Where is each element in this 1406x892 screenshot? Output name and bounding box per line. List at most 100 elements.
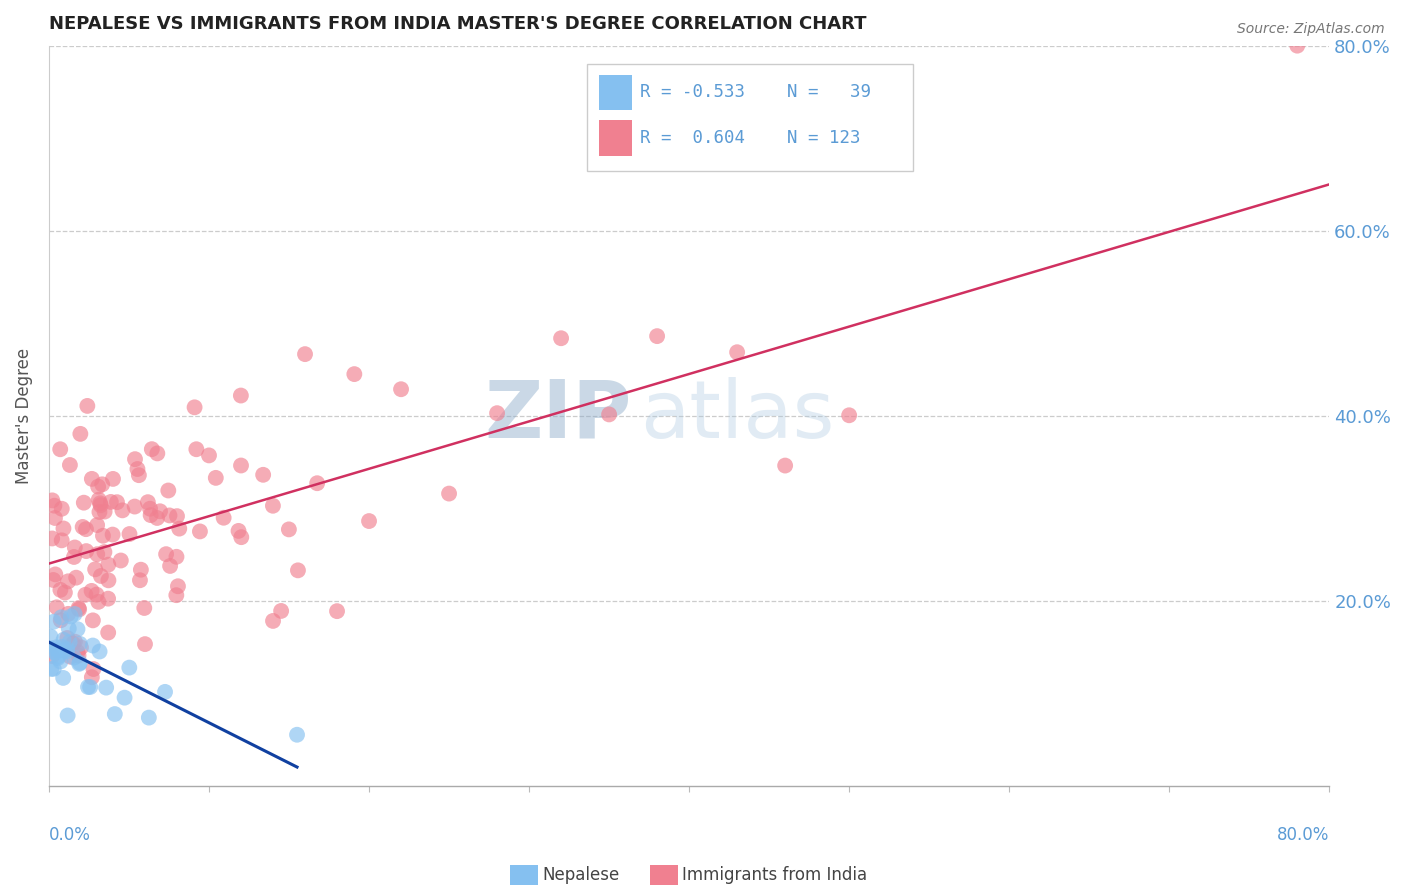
Point bbox=[45, 640, 67, 655]
Point bbox=[56, 574, 79, 589]
Point bbox=[153, 685, 176, 699]
Point bbox=[437, 486, 460, 500]
FancyBboxPatch shape bbox=[599, 75, 631, 110]
Point bbox=[97, 625, 120, 640]
Point bbox=[97, 574, 120, 588]
Point bbox=[141, 442, 163, 457]
Point bbox=[124, 500, 146, 514]
Point bbox=[79, 680, 101, 694]
Point bbox=[277, 522, 299, 536]
Point bbox=[56, 708, 79, 723]
Point bbox=[52, 632, 75, 647]
Point bbox=[93, 505, 115, 519]
Point bbox=[65, 571, 87, 585]
Point bbox=[111, 503, 134, 517]
Point bbox=[725, 345, 748, 359]
Point bbox=[42, 573, 65, 587]
Point bbox=[69, 637, 91, 651]
Point bbox=[56, 631, 79, 645]
Point bbox=[44, 567, 66, 582]
Point bbox=[80, 670, 103, 684]
Point bbox=[285, 728, 308, 742]
Text: NEPALESE VS IMMIGRANTS FROM INDIA MASTER'S DEGREE CORRELATION CHART: NEPALESE VS IMMIGRANTS FROM INDIA MASTER… bbox=[49, 15, 866, 33]
Point bbox=[157, 483, 180, 498]
Point bbox=[63, 650, 86, 665]
Point bbox=[204, 471, 226, 485]
Point bbox=[39, 641, 62, 656]
Point bbox=[75, 522, 97, 536]
Point bbox=[87, 480, 110, 494]
Point bbox=[73, 496, 96, 510]
Point bbox=[42, 615, 65, 629]
Point bbox=[229, 388, 252, 402]
Point bbox=[67, 648, 90, 663]
Point bbox=[48, 649, 70, 664]
Point bbox=[101, 472, 124, 486]
Point bbox=[270, 604, 292, 618]
Text: 0.0%: 0.0% bbox=[49, 826, 91, 844]
Text: Immigrants from India: Immigrants from India bbox=[682, 866, 868, 884]
Point bbox=[56, 642, 79, 657]
Point bbox=[59, 635, 82, 649]
Point bbox=[72, 520, 94, 534]
Point bbox=[169, 522, 191, 536]
Point bbox=[389, 382, 412, 396]
Point bbox=[86, 518, 108, 533]
Point bbox=[77, 680, 100, 694]
Point bbox=[63, 607, 86, 621]
Point bbox=[39, 630, 62, 644]
Point bbox=[63, 634, 86, 648]
Point bbox=[139, 508, 162, 522]
Point bbox=[228, 524, 250, 538]
Point bbox=[307, 476, 329, 491]
Point bbox=[76, 399, 98, 413]
Point bbox=[838, 409, 860, 423]
Point bbox=[51, 501, 73, 516]
Point bbox=[645, 329, 668, 343]
Point bbox=[51, 610, 73, 624]
Point bbox=[39, 662, 62, 676]
Point bbox=[86, 588, 108, 602]
Point bbox=[90, 498, 112, 512]
Point bbox=[82, 613, 104, 627]
Point bbox=[75, 544, 97, 558]
Point bbox=[166, 509, 188, 524]
Point bbox=[89, 496, 111, 510]
Point bbox=[773, 458, 796, 473]
Point bbox=[93, 545, 115, 559]
Point bbox=[86, 547, 108, 561]
Point bbox=[51, 640, 73, 654]
Text: Source: ZipAtlas.com: Source: ZipAtlas.com bbox=[1237, 22, 1385, 37]
Point bbox=[127, 462, 149, 476]
Point bbox=[231, 530, 253, 544]
Point bbox=[262, 499, 284, 513]
Point bbox=[138, 711, 160, 725]
Point bbox=[188, 524, 211, 539]
Text: R =  0.604    N = 123: R = 0.604 N = 123 bbox=[641, 129, 860, 147]
Point bbox=[165, 588, 187, 602]
Point bbox=[294, 347, 316, 361]
Point bbox=[69, 426, 91, 441]
Text: ZIP: ZIP bbox=[484, 376, 631, 455]
Point bbox=[62, 636, 84, 650]
Point bbox=[49, 655, 72, 669]
Point bbox=[159, 508, 181, 523]
Point bbox=[134, 637, 156, 651]
Point bbox=[89, 505, 111, 519]
Point bbox=[183, 401, 205, 415]
Point bbox=[104, 707, 127, 722]
Point bbox=[52, 671, 75, 685]
Point bbox=[97, 558, 120, 572]
Point bbox=[49, 442, 72, 457]
Point bbox=[70, 640, 93, 655]
FancyBboxPatch shape bbox=[599, 120, 631, 156]
Point bbox=[80, 583, 103, 598]
Point bbox=[134, 601, 156, 615]
Point bbox=[186, 442, 208, 457]
Point bbox=[75, 588, 97, 602]
Point bbox=[110, 553, 132, 567]
Point bbox=[550, 331, 572, 345]
Point bbox=[41, 493, 63, 508]
Point bbox=[41, 648, 63, 663]
Point bbox=[89, 644, 111, 658]
